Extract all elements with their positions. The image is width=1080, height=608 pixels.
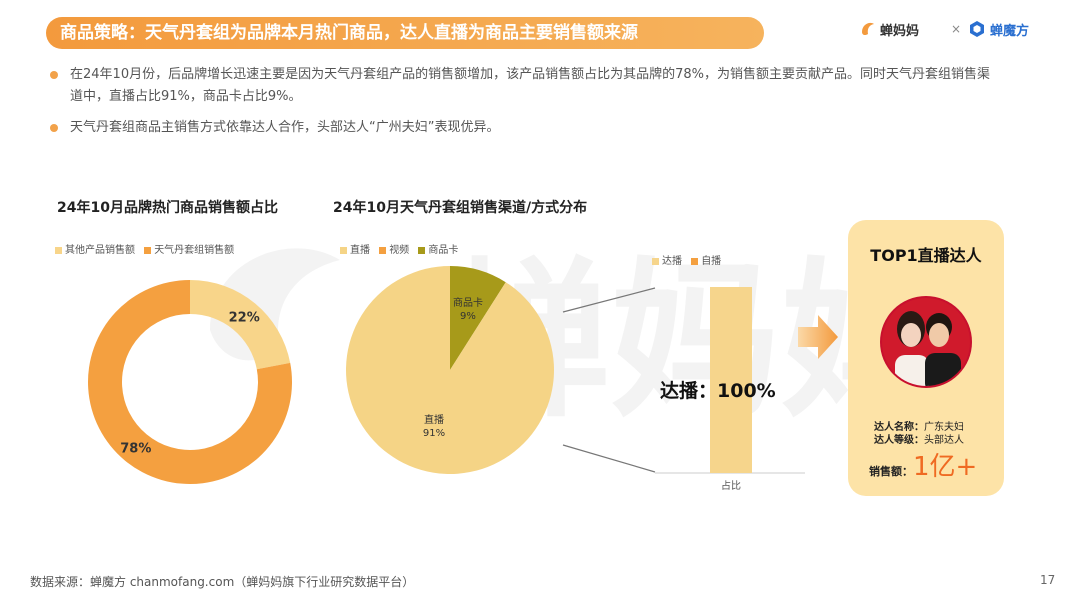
legend-swatch-talent-live	[652, 257, 659, 265]
card-title: TOP1直播达人	[870, 246, 982, 265]
legend-swatch-product-card	[418, 246, 426, 254]
pie-slice	[450, 266, 506, 370]
chanmama-logo-icon	[862, 22, 874, 36]
page-title: 商品策略：天气丹套组为品牌本月热门商品，达人直播为商品主要销售额来源	[60, 23, 638, 43]
legend-label: 达播	[662, 256, 682, 267]
chart-legend: 达播 自播	[652, 252, 721, 267]
pie-label-name: 商品卡	[453, 296, 483, 309]
legend-label: 商品卡	[428, 245, 459, 256]
right-arrow-icon	[798, 315, 838, 359]
title-banner	[46, 17, 764, 49]
legend-label: 其他产品销售额	[65, 245, 135, 256]
streamer-level-row: 达人等级：头部达人	[874, 431, 964, 446]
streamer-name-row: 达人名称：广东夫妇	[874, 418, 964, 433]
bullet-dot-icon	[50, 71, 58, 79]
chart-title: 24年10月品牌热门商品销售额占比	[57, 200, 278, 216]
legend-swatch-self-live	[691, 257, 699, 265]
streamer-sales-label: 销售额：	[869, 465, 913, 478]
legend-label: 天气丹套组销售额	[154, 245, 235, 256]
logo-right-text: 蝉魔方	[990, 24, 1030, 39]
streamer-level-value: 头部达人	[924, 435, 964, 446]
donut-data-label: 78%	[120, 441, 151, 456]
donut-slice	[190, 280, 291, 370]
page-number: 17	[1040, 573, 1056, 587]
legend-swatch-tianqidan	[144, 246, 152, 254]
pie-label-name: 直播	[424, 413, 444, 426]
streamer-level-label: 达人等级：	[874, 435, 924, 446]
streamer-sales-row: 销售额：1亿+	[869, 446, 977, 483]
bar-segment	[710, 287, 752, 473]
streamer-name-value: 广东夫妇	[924, 422, 964, 433]
connector-line-top	[562, 287, 656, 313]
logo-left-text: 蝉妈妈	[880, 24, 920, 39]
bar-category-label: 占比	[721, 479, 741, 492]
streamer-name-label: 达人名称：	[874, 422, 924, 433]
legend-swatch-live	[340, 246, 347, 254]
pie-chart: 商品卡 9% 直播 91%	[345, 266, 554, 474]
chart-legend: 直播 视频 商品卡	[340, 241, 458, 256]
streamer-avatar	[880, 296, 972, 388]
bullet-text: 在24年10月份，后品牌增长迅速主要是因为天气丹套组产品的销售额增加，该产品销售…	[70, 67, 990, 104]
chart-legend: 其他产品销售额 天气丹套组销售额	[55, 241, 234, 256]
donut-slice	[88, 280, 292, 484]
data-source: 数据来源：蝉魔方 chanmofang.com（蝉妈妈旗下行业研究数据平台）	[30, 575, 415, 589]
bar-annotation: 达播：100%	[660, 380, 776, 402]
legend-swatch-video	[379, 246, 387, 254]
chart-title: 24年10月天气丹套组销售渠道/方式分布	[333, 200, 588, 216]
bullet-dot-icon	[50, 124, 58, 132]
pie-label-value: 9%	[460, 311, 476, 322]
legend-label: 自播	[701, 256, 722, 267]
donut-chart: 22% 78%	[88, 280, 292, 484]
logo-separator: ×	[951, 22, 962, 36]
legend-label: 直播	[350, 245, 370, 256]
bar-chart: 占比	[655, 287, 805, 492]
bullet-text: 天气丹套组商品主销售方式依靠达人合作，头部达人“广州夫妇”表现优异。	[70, 120, 500, 135]
legend-label: 视频	[389, 245, 410, 256]
chanmofang-logo-icon	[970, 21, 984, 37]
connector-lines	[562, 287, 656, 473]
legend-swatch-other	[55, 246, 62, 254]
donut-data-label: 22%	[229, 311, 260, 326]
pie-label-value: 91%	[423, 428, 445, 439]
streamer-sales-value: 1亿+	[913, 452, 978, 482]
connector-line-bottom	[562, 444, 656, 473]
pie-slice	[345, 266, 554, 474]
